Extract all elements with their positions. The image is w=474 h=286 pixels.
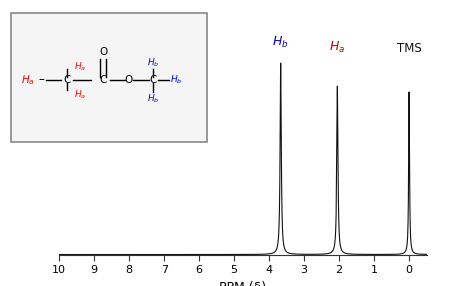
Text: TMS: TMS (397, 42, 421, 55)
Text: C: C (64, 75, 71, 85)
Text: –: – (38, 73, 44, 86)
Text: O: O (99, 47, 107, 57)
Text: $H_a$: $H_a$ (20, 73, 34, 87)
Text: $H_b$: $H_b$ (146, 57, 159, 69)
X-axis label: PPM (δ): PPM (δ) (219, 281, 266, 286)
Text: C: C (100, 75, 107, 85)
Text: $H_a$: $H_a$ (74, 88, 86, 101)
Text: O: O (125, 75, 133, 85)
FancyBboxPatch shape (11, 13, 207, 142)
Text: $H_b$: $H_b$ (273, 35, 289, 50)
Text: $H_a$: $H_a$ (329, 40, 346, 55)
Text: C: C (149, 75, 156, 85)
Text: $H_b$: $H_b$ (171, 74, 183, 86)
Text: $H_b$: $H_b$ (146, 92, 159, 104)
Text: $H_a$: $H_a$ (74, 60, 86, 73)
